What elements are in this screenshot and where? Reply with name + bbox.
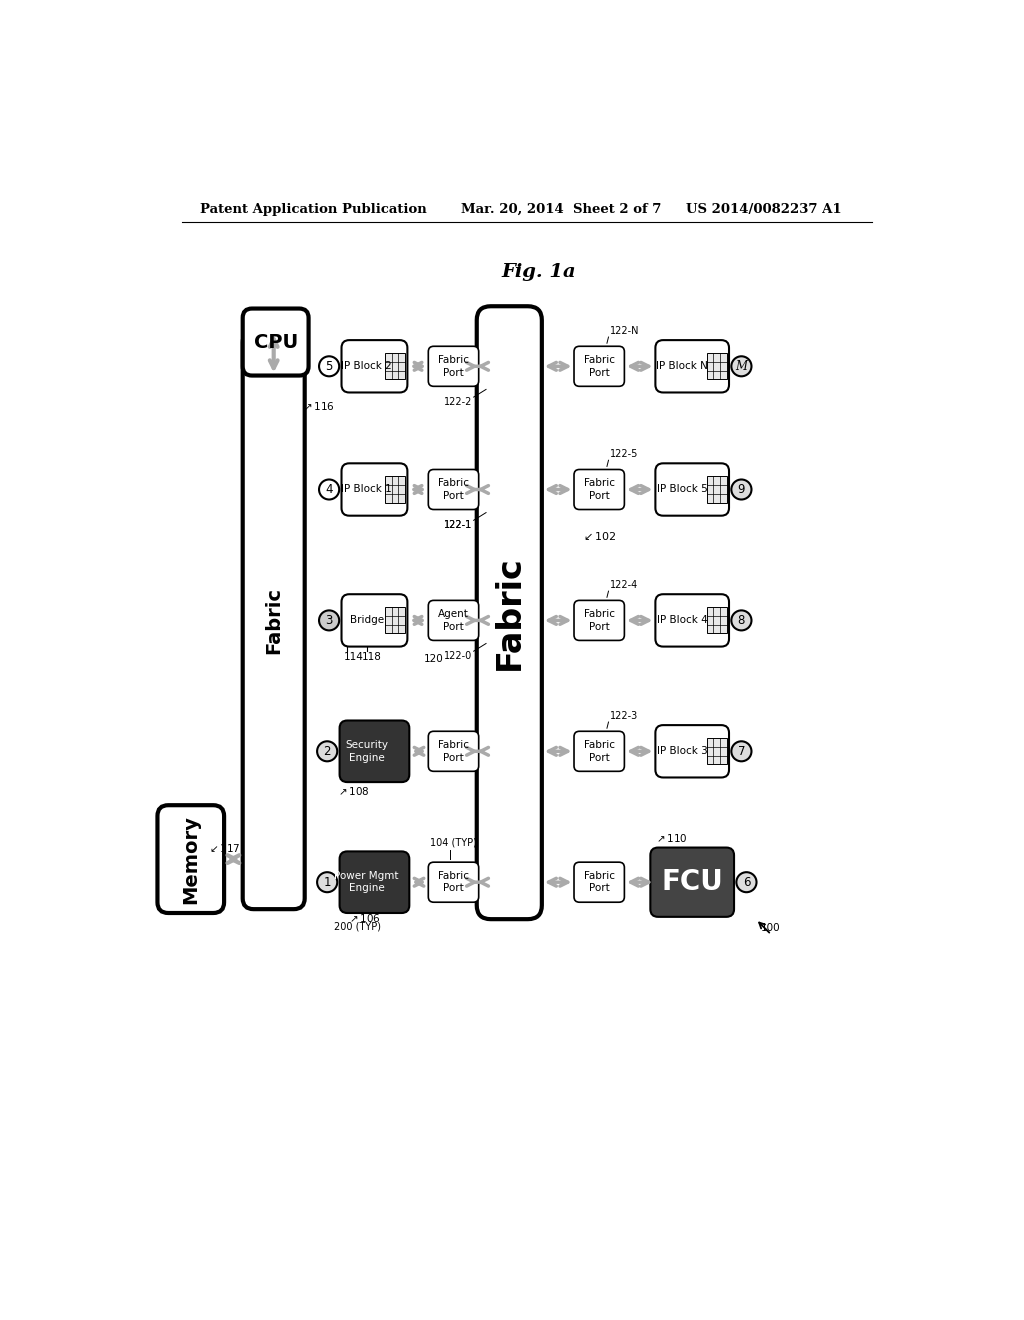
Text: 122-1: 122-1 [443, 520, 472, 529]
Text: $\nearrow$108: $\nearrow$108 [336, 785, 370, 797]
Text: 122-4: 122-4 [610, 579, 638, 590]
FancyBboxPatch shape [574, 601, 625, 640]
Text: Power Mgmt
Engine: Power Mgmt Engine [335, 871, 399, 894]
Text: 7: 7 [737, 744, 745, 758]
Text: $\nearrow$106: $\nearrow$106 [347, 912, 381, 924]
Bar [385, 354, 406, 379]
Text: 122-1: 122-1 [443, 520, 472, 529]
Text: Agent
Port: Agent Port [438, 610, 469, 631]
Circle shape [317, 873, 337, 892]
Text: 2: 2 [324, 744, 331, 758]
Text: IP Block 1: IP Block 1 [341, 484, 392, 495]
Text: FCU: FCU [662, 869, 723, 896]
Text: $\swarrow$117: $\swarrow$117 [208, 842, 241, 854]
FancyBboxPatch shape [574, 346, 625, 387]
FancyBboxPatch shape [243, 331, 305, 909]
Text: 122-3: 122-3 [610, 711, 638, 721]
FancyBboxPatch shape [428, 346, 478, 387]
Bar [707, 607, 727, 634]
Circle shape [731, 610, 752, 631]
Text: 4: 4 [326, 483, 333, 496]
Text: IP Block 5: IP Block 5 [656, 484, 708, 495]
Text: IP Block N: IP Block N [656, 362, 708, 371]
Text: 1: 1 [324, 875, 331, 888]
Text: M: M [735, 360, 748, 372]
Text: 6: 6 [742, 875, 751, 888]
FancyBboxPatch shape [655, 594, 729, 647]
FancyBboxPatch shape [650, 847, 734, 917]
FancyBboxPatch shape [428, 862, 478, 903]
Circle shape [317, 742, 337, 762]
Text: Fabric: Fabric [264, 587, 284, 653]
Text: 122-0: 122-0 [443, 651, 472, 661]
Text: Fabric
Port: Fabric Port [438, 871, 469, 894]
Text: Bridge: Bridge [349, 615, 384, 626]
FancyBboxPatch shape [655, 725, 729, 777]
Text: US 2014/0082237 A1: US 2014/0082237 A1 [686, 203, 842, 215]
Text: Memory: Memory [181, 814, 201, 903]
Text: Mar. 20, 2014  Sheet 2 of 7: Mar. 20, 2014 Sheet 2 of 7 [461, 203, 662, 215]
Text: IP Block 3: IP Block 3 [656, 746, 708, 756]
FancyBboxPatch shape [342, 463, 408, 516]
Text: Fabric
Port: Fabric Port [584, 355, 614, 378]
Text: 104 (TYP): 104 (TYP) [430, 837, 477, 847]
FancyBboxPatch shape [428, 601, 478, 640]
Text: Fabric
Port: Fabric Port [584, 610, 614, 631]
Circle shape [319, 479, 339, 499]
Text: 3: 3 [326, 614, 333, 627]
FancyBboxPatch shape [428, 731, 478, 771]
Text: 122-5: 122-5 [610, 449, 638, 459]
FancyBboxPatch shape [342, 341, 408, 392]
FancyBboxPatch shape [574, 862, 625, 903]
FancyBboxPatch shape [158, 805, 224, 913]
Text: Fabric
Port: Fabric Port [438, 478, 469, 500]
Text: $\nearrow$116: $\nearrow$116 [301, 400, 335, 412]
Circle shape [319, 610, 339, 631]
Bar [385, 607, 406, 634]
FancyBboxPatch shape [655, 341, 729, 392]
Text: 9: 9 [737, 483, 745, 496]
Text: Fig. 1a: Fig. 1a [502, 264, 577, 281]
Text: Fabric
Port: Fabric Port [584, 478, 614, 500]
Circle shape [319, 356, 339, 376]
Circle shape [731, 742, 752, 762]
Text: Fabric
Port: Fabric Port [584, 871, 614, 894]
FancyBboxPatch shape [574, 731, 625, 771]
FancyBboxPatch shape [243, 309, 308, 376]
Circle shape [731, 356, 752, 376]
Text: 120: 120 [424, 653, 443, 664]
Text: 122-N: 122-N [610, 326, 640, 335]
Bar [707, 354, 727, 379]
FancyBboxPatch shape [340, 721, 410, 781]
Text: 200 (TYP): 200 (TYP) [334, 921, 381, 932]
Text: CPU: CPU [254, 333, 298, 351]
Text: 8: 8 [737, 614, 745, 627]
Text: 114: 114 [343, 652, 364, 661]
FancyBboxPatch shape [342, 594, 408, 647]
Text: Fabric: Fabric [493, 556, 525, 671]
Text: 118: 118 [362, 652, 382, 661]
Bar [707, 738, 727, 764]
Text: Patent Application Publication: Patent Application Publication [200, 203, 427, 215]
FancyBboxPatch shape [428, 470, 478, 510]
Text: 5: 5 [326, 360, 333, 372]
Text: $\nearrow$110: $\nearrow$110 [654, 832, 688, 843]
Text: Fabric
Port: Fabric Port [438, 741, 469, 763]
Text: Fabric
Port: Fabric Port [438, 355, 469, 378]
Text: 100: 100 [761, 924, 781, 933]
FancyBboxPatch shape [655, 463, 729, 516]
Circle shape [731, 479, 752, 499]
Bar [385, 477, 406, 503]
FancyBboxPatch shape [340, 851, 410, 913]
Text: IP Block 2: IP Block 2 [341, 362, 392, 371]
Text: IP Block 4: IP Block 4 [656, 615, 708, 626]
FancyBboxPatch shape [477, 306, 542, 919]
FancyBboxPatch shape [574, 470, 625, 510]
Text: Security
Engine: Security Engine [345, 741, 388, 763]
Circle shape [736, 873, 757, 892]
Text: Fabric
Port: Fabric Port [584, 741, 614, 763]
Bar [707, 477, 727, 503]
Text: 122-2: 122-2 [443, 397, 472, 407]
Text: $\swarrow$102: $\swarrow$102 [581, 529, 616, 541]
